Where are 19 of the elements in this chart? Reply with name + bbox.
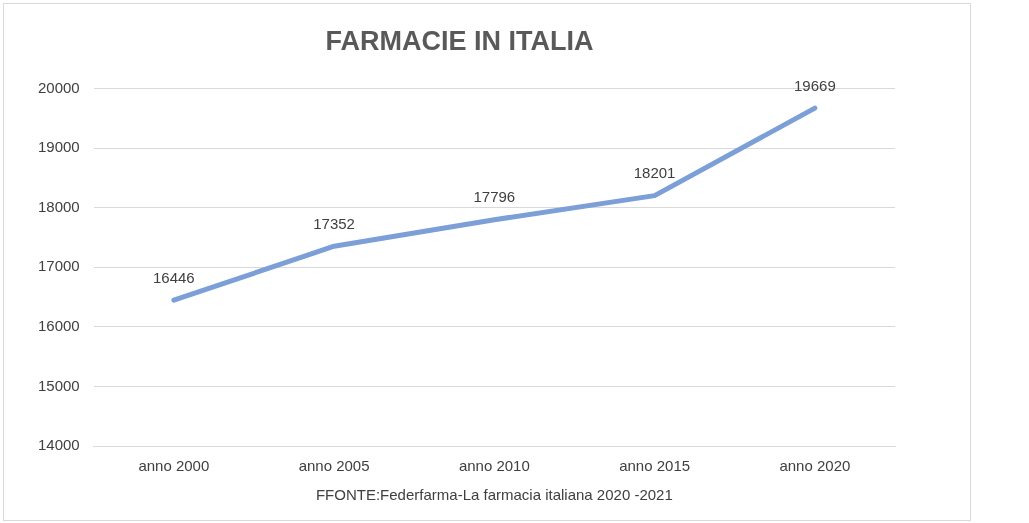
x-tick-label: anno 2020 (779, 457, 851, 475)
text: FFONTE:Federfarma-La farmacia italiana 2020 -2021 (315, 486, 673, 503)
y-tick-label: 16000 (37, 316, 80, 334)
y-tick-label: 15000 (37, 376, 80, 394)
data-label: 17352 (313, 214, 355, 232)
chart-title: FARMACIE IN ITALIA (325, 25, 594, 56)
y-tick-label: 19000 (37, 138, 80, 156)
x-tick-label: anno 2015 (619, 457, 691, 475)
y-tick-label: 17000 (37, 257, 80, 275)
x-tick-label: anno 2010 (458, 457, 530, 475)
data-label: 17796 (473, 188, 516, 206)
y-tick-label: 14000 (37, 436, 80, 454)
x-tick-label: anno 2000 (138, 457, 210, 475)
data-label: 16446 (152, 268, 195, 286)
data-label: 18201 (633, 164, 676, 182)
y-tick-label: 20000 (37, 78, 80, 96)
data-label: 19669 (794, 76, 836, 94)
x-tick-label: anno 2005 (298, 457, 370, 475)
y-tick-label: 18000 (37, 197, 80, 215)
